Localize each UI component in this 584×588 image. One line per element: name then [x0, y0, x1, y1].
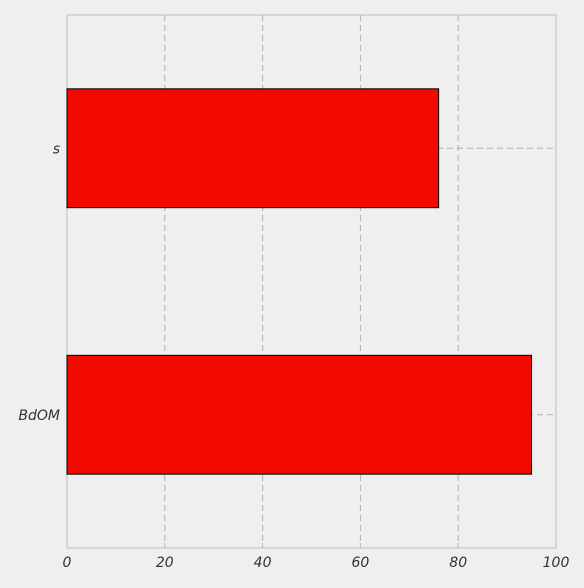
x-tick-label: 0	[63, 555, 72, 571]
y-tick-label: BdOM	[18, 408, 60, 424]
x-tick-label: 60	[351, 555, 369, 571]
bar-BdOM	[66, 354, 533, 475]
x-tick-label: 20	[156, 555, 174, 571]
x-tick-label: 40	[254, 555, 272, 571]
plot-frame	[66, 14, 557, 549]
y-tick-label: s	[53, 141, 60, 157]
x-tick-label: 80	[449, 555, 467, 571]
bar-s	[66, 88, 440, 209]
x-tick-label: 100	[543, 555, 570, 571]
